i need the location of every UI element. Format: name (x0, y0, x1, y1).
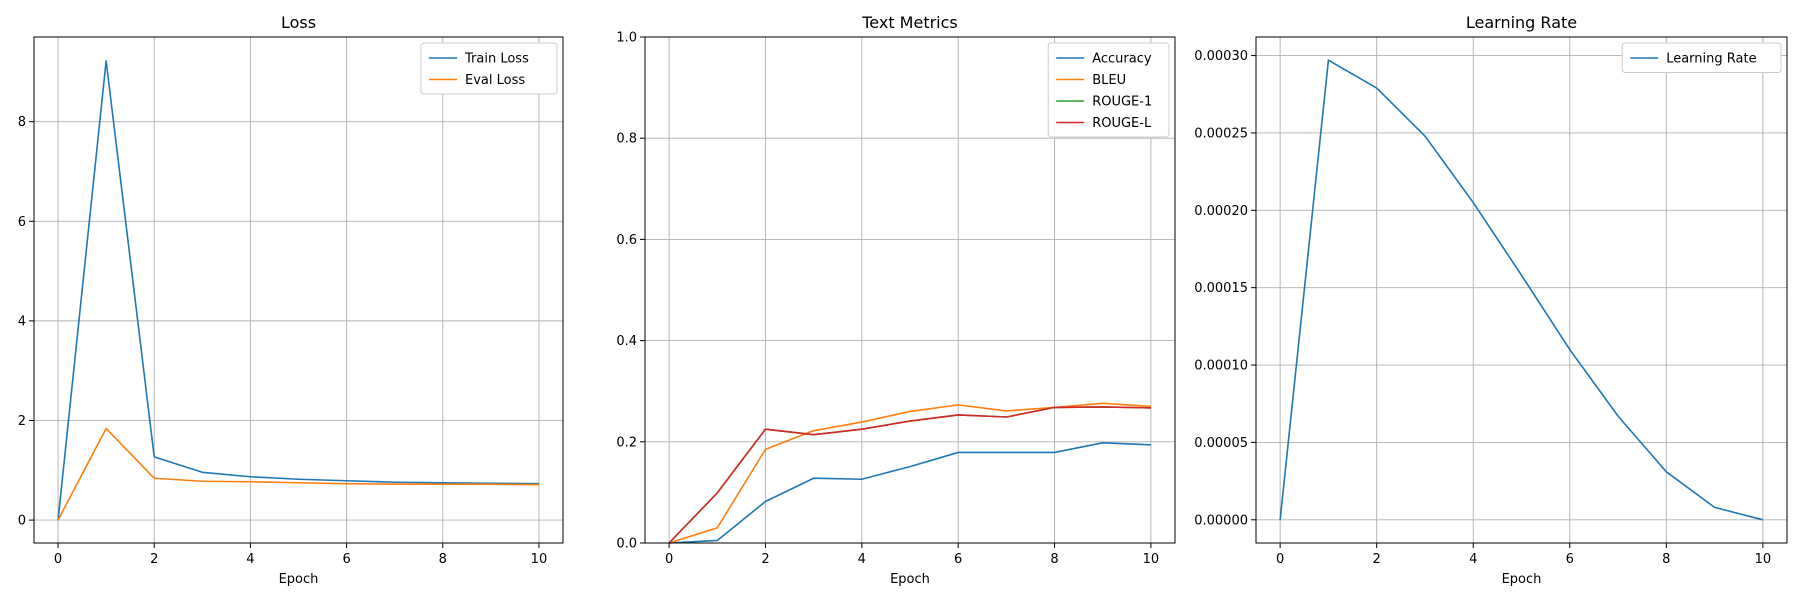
legend: Learning Rate (1621, 42, 1782, 73)
x-tick-label: 6 (1566, 552, 1574, 567)
plot-frame (644, 36, 1176, 544)
series-line-learning-rate (1279, 59, 1764, 521)
plot-frame (33, 36, 564, 544)
panel-text-metrics: 0 2 4 6 8 10 0.0 0.2 0.4 0.6 0.8 1.0 Text Metrics Epo… (616, 13, 1176, 587)
x-axis-label: Epoch (1502, 572, 1542, 587)
y-tick-label: 6 (18, 215, 26, 230)
chart-title: Loss (281, 13, 316, 32)
x-tick-label: 2 (1373, 552, 1381, 567)
y-tick-label: 0.4 (616, 334, 637, 349)
y-tick-label: 0.00030 (1194, 49, 1248, 64)
x-tick-label: 8 (1662, 552, 1670, 567)
chart-title: Text Metrics (861, 13, 958, 32)
x-tick-label: 6 (954, 552, 962, 567)
series-line-eval-loss (57, 427, 539, 521)
x-axis-label: Epoch (279, 572, 319, 587)
legend-box (1047, 42, 1170, 138)
y-tick-label: 0.0 (616, 537, 637, 552)
y-tick-label: 0.00010 (1194, 359, 1248, 374)
legend-label: ROUGE-1 (1092, 95, 1152, 110)
y-tick-label: 1.0 (616, 31, 637, 46)
x-tick-label: 10 (531, 552, 548, 567)
x-tick-label: 6 (342, 552, 350, 567)
legend-label: Eval Loss (465, 73, 525, 88)
panel-loss: 0 2 4 6 8 10 0 2 4 6 8 Loss Epoch Train Loss Eval Loss (18, 13, 564, 587)
x-tick-label: 10 (1755, 552, 1772, 567)
y-tick-label: 0.00025 (1194, 126, 1248, 141)
x-tick-label: 0 (1276, 552, 1284, 567)
legend-box (420, 42, 558, 95)
legend-label: Accuracy (1092, 52, 1152, 67)
y-tick-label: 0.00015 (1194, 281, 1248, 296)
chart-title: Learning Rate (1466, 13, 1577, 32)
series-line-rouge-l (668, 406, 1151, 544)
y-tick-label: 4 (18, 314, 26, 329)
series-group (668, 402, 1152, 544)
x-axis-label: Epoch (890, 572, 930, 587)
panel-learning-rate: 0 2 4 6 8 10 0.00000 0.00005 0.00010 0.00015 0.000… (1194, 13, 1788, 587)
x-tick-label: 4 (246, 552, 254, 567)
x-tick-label: 0 (54, 552, 62, 567)
legend-box (1621, 42, 1782, 73)
legend-label: ROUGE-L (1092, 116, 1152, 131)
x-tick-label: 2 (150, 552, 158, 567)
y-tick-label: 0.8 (616, 132, 637, 147)
x-tick-label: 8 (439, 552, 447, 567)
series-line-rouge-1 (668, 406, 1151, 544)
legend-label: Train Loss (464, 52, 529, 67)
legend-label: Learning Rate (1666, 52, 1756, 67)
legend: Accuracy BLEU ROUGE-1 ROUGE-L (1047, 42, 1170, 138)
legend-label: BLEU (1092, 73, 1126, 88)
y-tick-label: 0.00020 (1194, 204, 1248, 219)
y-tick-label: 0.00005 (1194, 436, 1248, 451)
series-group (57, 60, 540, 521)
series-group (1279, 59, 1764, 521)
legend: Train Loss Eval Loss (420, 42, 558, 95)
y-tick-label: 0.2 (616, 435, 637, 450)
y-tick-label: 0 (18, 514, 26, 529)
series-line-bleu (668, 402, 1151, 544)
series-line-train-loss (57, 60, 539, 521)
x-tick-label: 0 (665, 552, 673, 567)
y-tick-label: 0.6 (616, 233, 637, 248)
y-tick-label: 2 (18, 414, 26, 429)
y-tick-label: 0.00000 (1194, 513, 1248, 528)
x-tick-label: 2 (761, 552, 769, 567)
x-tick-label: 8 (1050, 552, 1058, 567)
y-tick-label: 8 (18, 115, 26, 130)
plot-frame (1255, 36, 1788, 544)
x-tick-label: 4 (1469, 552, 1477, 567)
x-tick-label: 10 (1143, 552, 1160, 567)
series-line-accuracy (669, 442, 1151, 544)
x-tick-label: 4 (858, 552, 866, 567)
